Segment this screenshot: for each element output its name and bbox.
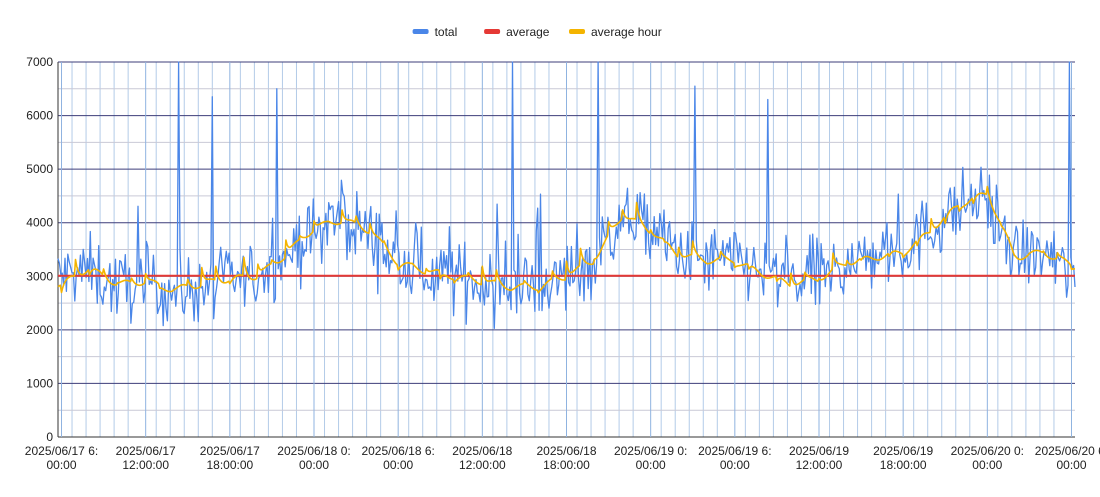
legend-swatch	[569, 29, 585, 34]
x-tick-label: 2025/06/19 6:	[698, 444, 771, 458]
x-tick-label: 2025/06/19 0:	[614, 444, 687, 458]
y-tick-label: 3000	[26, 269, 53, 283]
series-total	[57, 61, 1076, 330]
x-tick-label: 2025/06/20 6:	[1035, 444, 1100, 458]
series-total-line	[57, 61, 1076, 330]
legend-label: average hour	[591, 25, 662, 39]
x-tick-label: 2025/06/18	[452, 444, 512, 458]
y-tick-label: 2000	[26, 323, 53, 337]
x-tick-label: 2025/06/18 0:	[277, 444, 350, 458]
legend-label: average	[506, 25, 550, 39]
x-tick-label: 18:00:00	[880, 458, 927, 472]
y-tick-label: 4000	[26, 216, 53, 230]
x-tick-label: 00:00	[720, 458, 750, 472]
x-tick-label: 2025/06/20 0:	[951, 444, 1024, 458]
legend-swatch	[412, 29, 429, 34]
legend-swatch	[484, 29, 501, 34]
legend: total average average hour	[412, 25, 662, 39]
x-tick-label: 2025/06/17	[116, 444, 176, 458]
series-average-hour-line	[57, 185, 1076, 294]
y-tick-label: 0	[46, 430, 53, 444]
x-tick-label: 2025/06/18	[536, 444, 596, 458]
legend-item: average hour	[569, 25, 662, 39]
y-tick-label: 6000	[26, 109, 53, 123]
x-tick-label: 2025/06/18 6:	[361, 444, 434, 458]
legend-item: average	[484, 25, 550, 39]
x-tick-label: 2025/06/19	[789, 444, 849, 458]
x-tick-label: 00:00	[972, 458, 1002, 472]
y-tick-label: 7000	[26, 55, 53, 69]
x-axis-ticks: 2025/06/17 6:00:002025/06/1712:00:002025…	[25, 444, 1100, 472]
x-tick-label: 00:00	[383, 458, 413, 472]
x-tick-label: 00:00	[636, 458, 666, 472]
minor-gridlines	[58, 62, 1075, 437]
x-tick-label: 00:00	[46, 458, 76, 472]
x-tick-label: 00:00	[1056, 458, 1086, 472]
x-tick-label: 2025/06/19	[873, 444, 933, 458]
x-tick-label: 12:00:00	[796, 458, 843, 472]
y-tick-label: 5000	[26, 162, 53, 176]
x-tick-label: 18:00:00	[206, 458, 253, 472]
x-tick-label: 12:00:00	[459, 458, 506, 472]
y-tick-label: 1000	[26, 376, 53, 390]
legend-item: total	[412, 25, 458, 39]
x-tick-label: 18:00:00	[543, 458, 590, 472]
x-tick-label: 2025/06/17 6:	[25, 444, 98, 458]
x-tick-label: 2025/06/17	[200, 444, 260, 458]
x-tick-label: 00:00	[299, 458, 329, 472]
x-tick-label: 12:00:00	[122, 458, 169, 472]
y-axis-ticks: 0 1000 2000 3000 4000 5000 6000 7000	[26, 55, 53, 444]
legend-label: total	[435, 25, 458, 39]
series-average-hour	[57, 185, 1076, 294]
